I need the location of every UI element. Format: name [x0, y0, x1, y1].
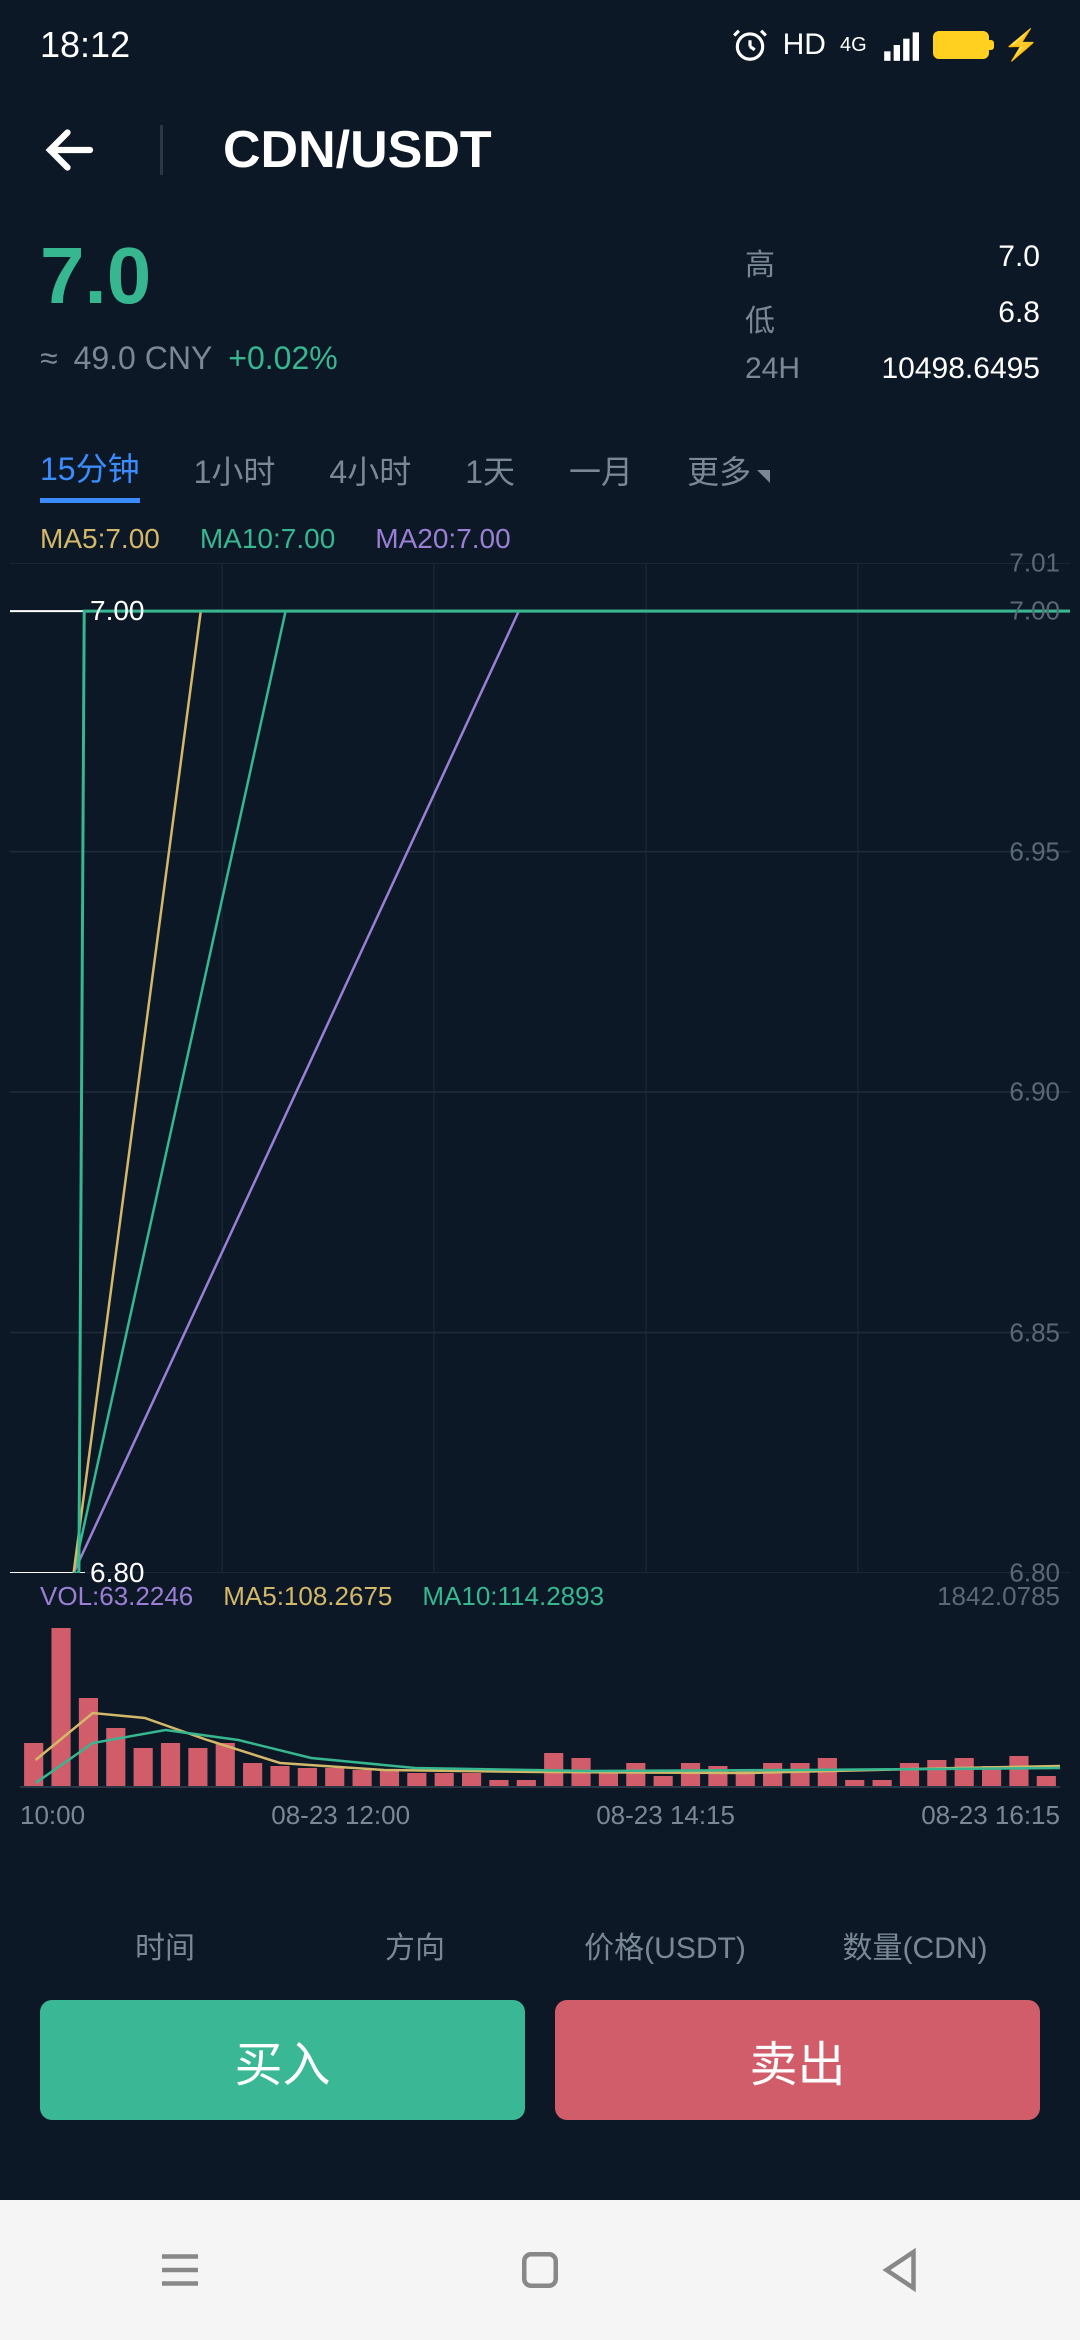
- vol-label: 24H: [745, 352, 800, 386]
- xaxis-label: 08-23 12:00: [271, 1800, 410, 1831]
- tab-1d[interactable]: 1天: [465, 439, 515, 501]
- system-nav-bar: [0, 2200, 1080, 2340]
- vol-value-label: VOL:63.2246: [40, 1581, 193, 1612]
- action-buttons: 买入 卖出: [0, 1960, 1080, 2160]
- low-value: 6.8: [860, 296, 1040, 340]
- timeframe-tabs: 15分钟 1小时 4小时 1天 一月 更多: [0, 406, 1080, 523]
- stat-high: 高 7.0: [745, 240, 1040, 284]
- header-divider: [160, 125, 163, 175]
- alarm-icon: [731, 26, 769, 64]
- vol-ma10-label: MA10:114.2893: [422, 1581, 604, 1612]
- y-axis-label: 6.85: [1009, 1317, 1060, 1348]
- back-arrow-icon[interactable]: [40, 120, 100, 180]
- price-section: 7.0 ≈ 49.0 CNY +0.02% 高 7.0 低 6.8 24H 10…: [0, 210, 1080, 406]
- y-axis-label: 6.90: [1009, 1077, 1060, 1108]
- network-indicator: 4G: [840, 34, 867, 57]
- tab-15m[interactable]: 15分钟: [40, 436, 140, 503]
- xaxis-label: 08-23 16:15: [921, 1800, 1060, 1831]
- nav-home-icon[interactable]: [513, 2243, 567, 2297]
- vol-ma5-label: MA5:108.2675: [223, 1581, 392, 1612]
- high-label: 高: [745, 240, 775, 284]
- volume-labels: VOL:63.2246 MA5:108.2675 MA10:114.2893: [20, 1581, 1060, 1612]
- high-value: 7.0: [860, 240, 1040, 284]
- y-axis-label: 7.00: [1009, 596, 1060, 627]
- trading-pair-title: CDN/USDT: [223, 120, 492, 180]
- approx-symbol: ≈: [40, 340, 58, 377]
- ma20-label: MA20:7.00: [375, 523, 510, 555]
- stat-vol: 24H 10498.6495: [745, 352, 1040, 386]
- sell-button[interactable]: 卖出: [555, 2000, 1040, 2120]
- price-change: +0.02%: [228, 340, 337, 377]
- xaxis-label: 08-23 14:15: [596, 1800, 735, 1831]
- more-arrow-icon: [757, 470, 770, 483]
- price-stats: 高 7.0 低 6.8 24H 10498.6495: [745, 230, 1040, 386]
- tab-1m[interactable]: 一月: [569, 439, 633, 501]
- current-price: 7.0: [40, 230, 745, 322]
- battery-icon: [933, 31, 989, 59]
- status-bar: 18:12 HD 4G ⚡: [0, 0, 1080, 90]
- ma-indicators: MA5:7.00 MA10:7.00 MA20:7.00: [0, 523, 1080, 563]
- vol-value: 10498.6495: [860, 352, 1040, 386]
- hd-indicator: HD: [783, 28, 826, 62]
- time-axis: 10:00 08-23 12:00 08-23 14:15 08-23 16:1…: [0, 1788, 1080, 1843]
- tab-4h[interactable]: 4小时: [329, 439, 411, 501]
- status-time: 18:12: [40, 24, 130, 66]
- ma10-label: MA10:7.00: [200, 523, 335, 555]
- fiat-price: 49.0 CNY: [74, 340, 213, 377]
- y-axis-label: 6.95: [1009, 836, 1060, 867]
- tab-more[interactable]: 更多: [687, 439, 770, 501]
- volume-chart[interactable]: [20, 1618, 1060, 1788]
- nav-back-icon[interactable]: [873, 2243, 927, 2297]
- price-tag: 7.00: [90, 595, 145, 627]
- ma5-label: MA5:7.00: [40, 523, 160, 555]
- buy-button[interactable]: 买入: [40, 2000, 525, 2120]
- low-label: 低: [745, 296, 775, 340]
- price-sub: ≈ 49.0 CNY +0.02%: [40, 340, 745, 377]
- tab-1h[interactable]: 1小时: [194, 439, 276, 501]
- xaxis-label: 10:00: [20, 1800, 85, 1831]
- nav-recent-icon[interactable]: [153, 2243, 207, 2297]
- signal-icon: [881, 26, 919, 64]
- header: CDN/USDT: [0, 90, 1080, 210]
- stat-low: 低 6.8: [745, 296, 1040, 340]
- price-left: 7.0 ≈ 49.0 CNY +0.02%: [40, 230, 745, 386]
- status-icons: HD 4G ⚡: [731, 26, 1040, 64]
- volume-section: VOL:63.2246 MA5:108.2675 MA10:114.2893 1…: [0, 1573, 1080, 1788]
- charging-icon: ⚡: [1003, 28, 1040, 63]
- price-chart[interactable]: 7.017.007.006.956.906.856.806.80: [10, 563, 1070, 1573]
- vol-right-label: 1842.0785: [937, 1581, 1060, 1612]
- y-axis-label: 7.01: [1009, 548, 1060, 579]
